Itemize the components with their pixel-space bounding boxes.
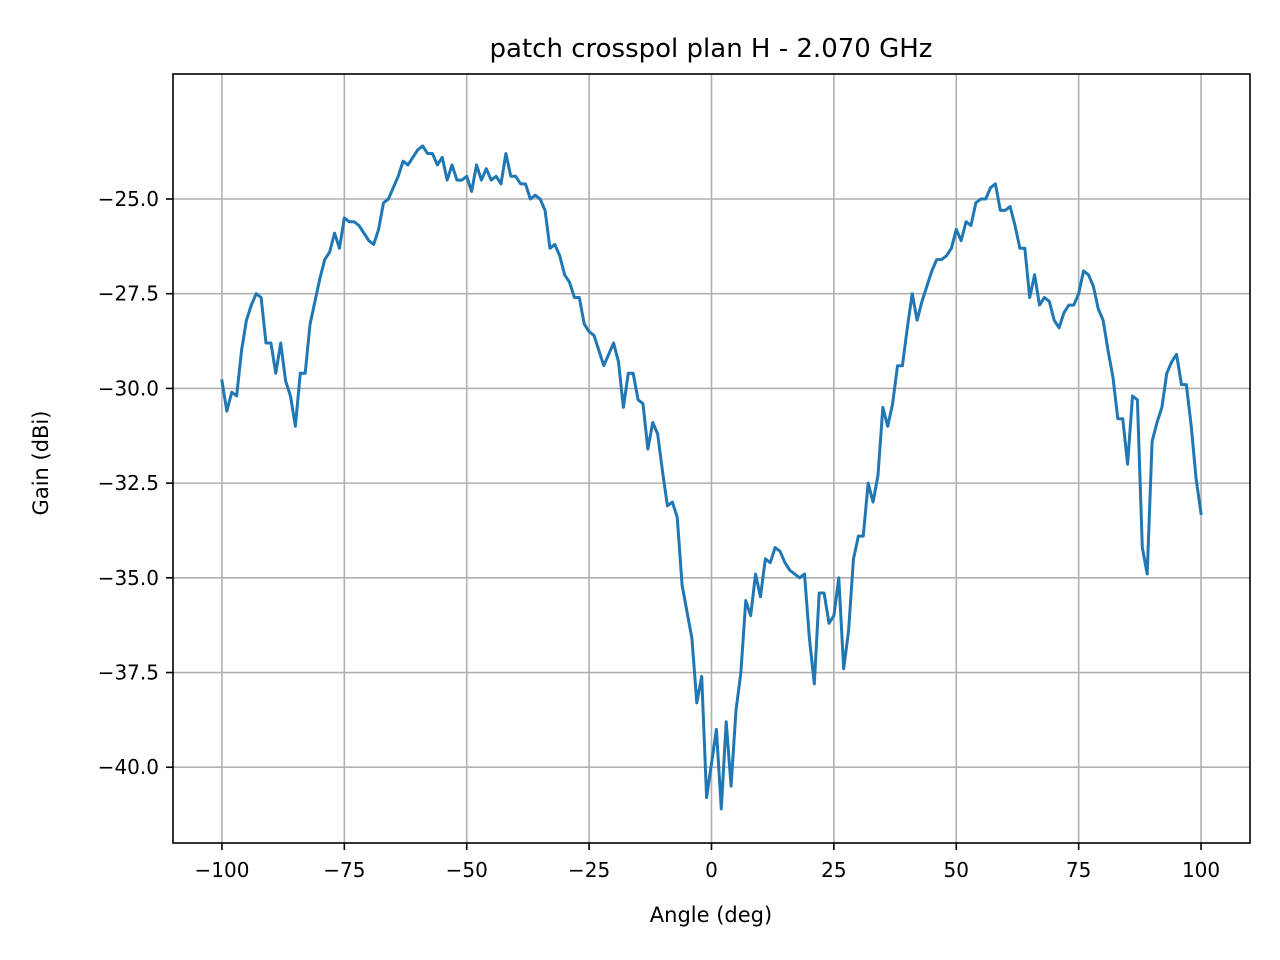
x-tick-label: 75 [1066, 858, 1091, 882]
y-tick-label: −35.0 [98, 566, 159, 590]
y-tick-label: −32.5 [98, 471, 159, 495]
chart-title: patch crosspol plan H - 2.070 GHz [490, 34, 933, 64]
y-tick-label: −25.0 [98, 187, 159, 211]
x-tick-label: −50 [446, 858, 488, 882]
y-axis: −40.0 −37.5 −35.0 −32.5 −30.0 −27.5 −25.0 [98, 187, 173, 779]
x-axis: −100 −75 −50 −25 0 25 50 75 100 [194, 843, 1220, 882]
x-axis-label: Angle (deg) [650, 903, 772, 927]
y-tick-label: −27.5 [98, 282, 159, 306]
x-tick-label: 25 [821, 858, 846, 882]
y-tick-label: −37.5 [98, 661, 159, 685]
series-line [220, 144, 1203, 811]
x-tick-label: −100 [194, 858, 249, 882]
series-layer [220, 144, 1203, 811]
y-axis-label: Gain (dBi) [29, 411, 53, 516]
x-tick-label: 50 [944, 858, 969, 882]
y-tick-label: −40.0 [98, 755, 159, 779]
x-tick-label: −25 [568, 858, 610, 882]
x-tick-label: 100 [1182, 858, 1220, 882]
x-tick-label: −75 [323, 858, 365, 882]
y-tick-label: −30.0 [98, 376, 159, 400]
x-tick-label: 0 [705, 858, 718, 882]
grid [173, 74, 1250, 843]
